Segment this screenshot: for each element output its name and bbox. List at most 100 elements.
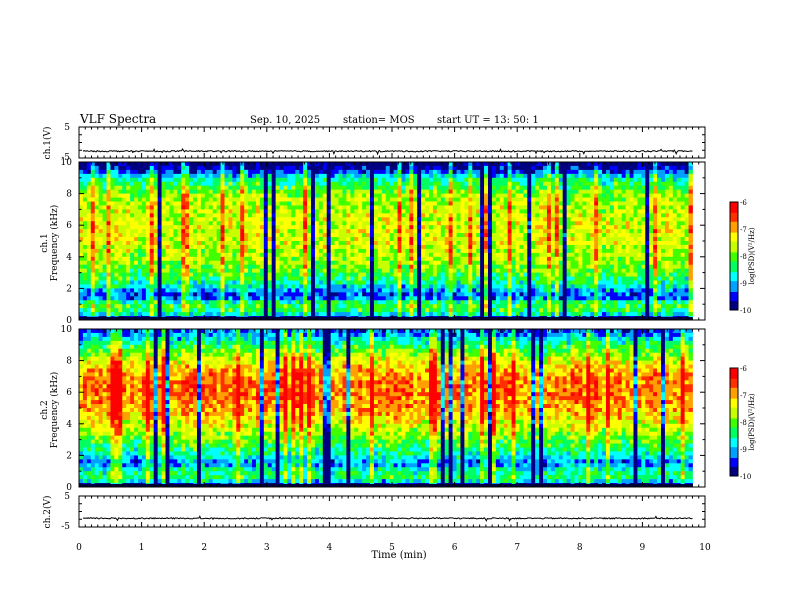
spectrogram-cell	[440, 308, 446, 313]
spectrogram-cell	[507, 185, 512, 191]
spectrogram-cell	[444, 165, 450, 171]
spectrogram-cell	[126, 189, 131, 194]
spectrogram-cell	[169, 248, 174, 254]
spectrogram-cell	[366, 304, 371, 309]
spectrogram-cell	[318, 241, 324, 246]
spectrogram-cell	[216, 292, 221, 297]
spectrogram-cell	[425, 288, 430, 293]
spectrogram-cell	[487, 193, 493, 198]
spectrogram-cell	[263, 225, 269, 230]
spectrogram-cell	[326, 213, 332, 218]
spectrogram-cell	[413, 312, 418, 317]
spectrogram-cell	[527, 213, 532, 218]
spectrogram-cell	[314, 288, 320, 293]
spectrogram-cell	[157, 264, 162, 270]
spectrogram-cell	[165, 288, 170, 293]
spectrogram-cell	[464, 256, 469, 262]
spectrogram-cell	[519, 177, 524, 183]
spectrogram-cell	[165, 276, 170, 281]
spectrogram-cell	[535, 189, 540, 194]
spectrogram-cell	[558, 256, 564, 262]
spectrogram-cell	[377, 288, 383, 293]
spectrogram-cell	[248, 280, 253, 285]
spectrogram-cell	[381, 276, 387, 281]
spectrogram-cell	[157, 177, 162, 183]
spectrogram-cell	[141, 256, 147, 262]
spectrogram-cell	[299, 217, 304, 222]
spectrogram-cell	[366, 221, 371, 226]
spectrogram-cell	[397, 165, 402, 171]
spectrogram-cell	[204, 300, 210, 305]
spectrogram-cell	[79, 272, 84, 277]
spectrogram-cell	[432, 241, 438, 246]
spectrogram-cell	[110, 185, 115, 191]
spectrogram-cell	[429, 177, 434, 183]
spectrogram-cell	[318, 276, 324, 281]
spectrogram-cell	[491, 193, 497, 198]
spectrogram-cell	[110, 177, 115, 183]
spectrogram-cell	[409, 205, 414, 210]
spectrogram-cell	[134, 288, 139, 293]
spectrogram-cell	[102, 288, 107, 293]
spectrogram-cell	[271, 244, 277, 250]
spectrogram-cell	[393, 217, 398, 222]
spectrogram-cell	[405, 189, 410, 194]
spectrogram-cell	[523, 237, 528, 242]
spectrogram-cell	[98, 268, 103, 273]
spectrogram-cell	[118, 252, 123, 258]
spectrogram-cell	[291, 185, 296, 191]
spectrogram-cell	[204, 193, 210, 198]
spectrogram-cell	[322, 237, 328, 242]
spectrogram-cell	[370, 256, 375, 262]
spectrogram-cell	[464, 244, 469, 250]
spectrogram-cell	[499, 237, 505, 242]
spectrogram-cell	[149, 177, 155, 183]
spectrogram-cell	[118, 248, 123, 254]
spectrogram-cell	[566, 201, 571, 206]
spectrogram-cell	[366, 264, 371, 270]
spectrogram-cell	[546, 177, 552, 183]
spectrogram-cell	[385, 205, 391, 210]
spectrogram-cell	[511, 209, 516, 214]
spectrogram-cell	[86, 244, 92, 250]
spectrogram-cell	[303, 162, 308, 167]
spectrogram-cell	[389, 268, 394, 273]
spectrogram-cell	[460, 185, 465, 191]
spectrogram-cell	[165, 162, 170, 167]
spectrogram-cell	[452, 201, 457, 206]
spectrogram-cell	[322, 260, 328, 266]
spectrogram-cell	[181, 304, 186, 309]
spectrogram-cell	[429, 304, 434, 309]
spectrogram-cell	[397, 272, 402, 277]
spectrogram-cell	[531, 260, 536, 266]
spectrogram-cell	[566, 173, 571, 179]
spectrogram-cell	[110, 244, 115, 250]
spectrogram-cell	[546, 162, 552, 167]
spectrogram-cell	[338, 304, 343, 309]
spectrogram-cell	[224, 209, 229, 214]
spectrogram-cell	[377, 248, 383, 254]
spectrogram-cell	[432, 292, 438, 297]
spectrogram-cell	[181, 162, 186, 167]
spectrogram-cell	[287, 213, 292, 218]
spectrogram-cell	[535, 169, 540, 175]
spectrogram-cell	[110, 225, 115, 230]
spectrogram-cell	[491, 162, 497, 167]
spectrogram-cell	[161, 169, 166, 175]
spectrogram-cell	[283, 260, 288, 266]
spectrogram-cell	[228, 201, 233, 206]
spectrogram-cell	[318, 213, 324, 218]
spectrogram-cell	[279, 276, 284, 281]
spectrogram-cell	[358, 280, 363, 285]
spectrogram-cell	[228, 288, 233, 293]
spectrogram-cell	[318, 209, 324, 214]
spectrogram-cell	[208, 252, 214, 258]
spectrogram-cell	[436, 244, 442, 250]
spectrogram-cell	[511, 308, 516, 313]
spectrogram-cell	[409, 177, 414, 183]
spectrogram-cell	[491, 201, 497, 206]
spectrogram-cell	[86, 221, 92, 226]
spectrogram-cell	[196, 244, 202, 250]
spectrogram-cell	[405, 312, 410, 317]
spectrogram-cell	[130, 177, 135, 183]
